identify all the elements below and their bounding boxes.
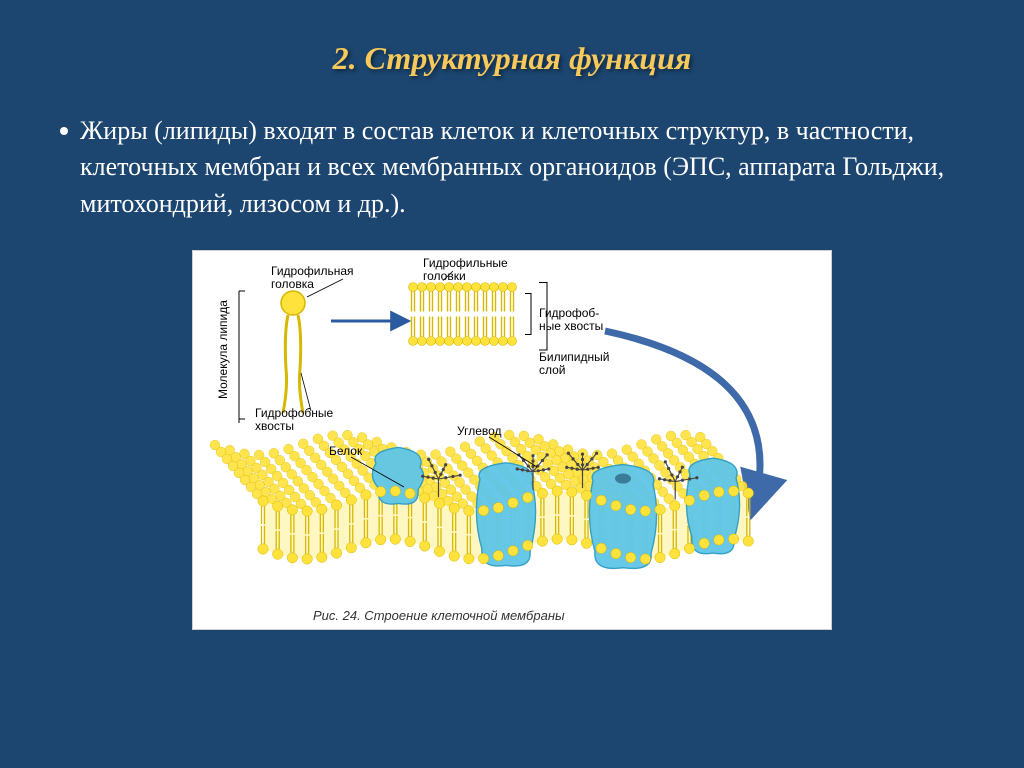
label-molecule-lipid: Молекула липида [217, 300, 230, 399]
bullet-item: Жиры (липиды) входят в состав клеток и к… [60, 113, 964, 222]
label-hydrophobic-tails: Гидрофобные хвосты [255, 407, 345, 433]
bullet-dot-icon [60, 127, 68, 135]
slide-title: 2. Структурная функция [60, 40, 964, 77]
slide-number: 2. [333, 40, 357, 76]
figure-caption: Рис. 24. Строение клеточной мембраны [313, 608, 565, 623]
label-bilipid-layer: Билипидный слой [539, 351, 629, 377]
label-hydrophilic-heads: Гидрофильные головки [423, 257, 533, 283]
label-protein: Белок [329, 445, 379, 458]
slide-title-text: Структурная функция [365, 40, 692, 76]
label-carbohydrate: Углевод [457, 425, 527, 438]
membrane-figure: Молекула липида Гидрофильная головка Гид… [192, 250, 832, 630]
body-text: Жиры (липиды) входят в состав клеток и к… [80, 113, 964, 222]
label-hydrophobic-tails-2: Гидрофоб- ные хвосты [539, 307, 619, 333]
label-hydrophilic-head: Гидрофильная головка [271, 265, 371, 291]
